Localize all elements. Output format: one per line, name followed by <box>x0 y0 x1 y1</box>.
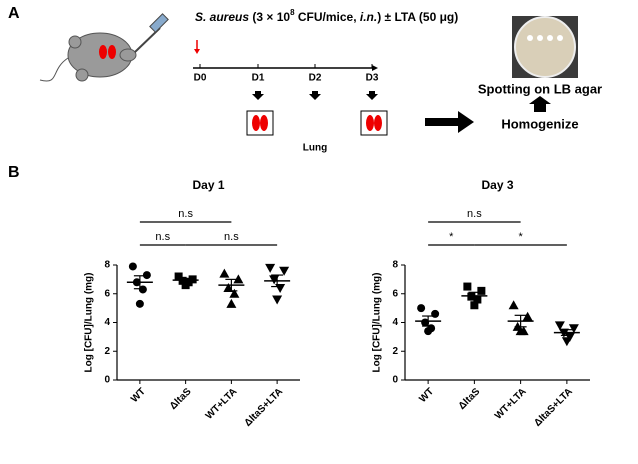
up-arrow <box>529 96 551 112</box>
lung-icon <box>252 115 260 131</box>
text-part: i.n. <box>360 10 377 24</box>
y-tick-label: 4 <box>392 317 398 328</box>
panel-label: A <box>8 5 20 22</box>
point <box>424 327 433 336</box>
text-part: S. aureus <box>195 10 249 24</box>
y-tick-label: 8 <box>104 260 110 271</box>
x-tick-label: ΔltaS+LTA <box>532 386 575 429</box>
point <box>463 282 472 291</box>
point <box>233 274 244 284</box>
point <box>522 311 533 321</box>
text-part: 8 <box>290 8 295 17</box>
treatment-text: S. aureus (3 × 108 CFU/mice, i.n.) ± LTA… <box>195 8 458 24</box>
day-label: D3 <box>366 73 379 84</box>
down-arrow <box>366 91 378 100</box>
point <box>219 268 230 278</box>
day-label: D0 <box>194 73 207 84</box>
lung-icon <box>366 115 374 131</box>
text-part: (3 × 10 <box>249 10 290 24</box>
point <box>508 300 519 310</box>
significance-label: * <box>449 231 454 243</box>
chart-title: Day 1 <box>192 178 224 192</box>
point <box>417 304 426 313</box>
point <box>470 301 479 310</box>
x-tick-label: ΔltaS <box>457 386 483 412</box>
mouse-icon <box>39 13 169 82</box>
point <box>568 324 579 334</box>
point <box>554 321 565 331</box>
point <box>174 272 183 281</box>
step-label: Homogenize <box>501 116 578 131</box>
significance-label: n.s <box>467 208 482 220</box>
organ-label: Lung <box>303 143 327 154</box>
down-arrow <box>252 91 264 100</box>
point <box>272 295 283 305</box>
day-label: D1 <box>252 73 265 84</box>
point <box>181 281 190 290</box>
x-tick-label: ΔltaS+LTA <box>242 386 285 429</box>
day-label: D2 <box>309 73 322 84</box>
panel-label: B <box>8 164 20 181</box>
y-tick-label: 2 <box>392 346 398 357</box>
significance-label: n.s <box>224 231 239 243</box>
text-part: CFU/mice, <box>295 10 360 24</box>
x-tick-label: WT+LTA <box>204 386 240 422</box>
step-label: Spotting on LB agar <box>478 81 602 96</box>
x-tick-label: WT <box>129 386 148 405</box>
point <box>138 285 147 294</box>
point <box>515 326 526 336</box>
significance-label: n.s <box>155 231 170 243</box>
x-tick-label: ΔltaS <box>168 386 194 412</box>
point <box>431 309 440 318</box>
y-axis-label: Log [CFU]/Lung (mg) <box>372 273 383 373</box>
x-tick-label: WT <box>417 386 436 405</box>
point <box>142 271 151 280</box>
point <box>226 298 237 308</box>
down-arrow <box>309 91 321 100</box>
point <box>265 263 276 273</box>
point <box>561 337 572 347</box>
point <box>477 286 486 295</box>
point <box>135 299 144 308</box>
x-tick-label: WT+LTA <box>493 386 529 422</box>
point <box>229 288 240 298</box>
y-tick-label: 6 <box>392 288 398 299</box>
chart-title: Day 3 <box>481 178 513 192</box>
y-tick-label: 2 <box>104 346 110 357</box>
lung-icon <box>374 115 382 131</box>
y-tick-label: 0 <box>392 375 398 386</box>
y-tick-label: 0 <box>104 375 110 386</box>
point <box>279 266 290 276</box>
y-tick-label: 6 <box>104 288 110 299</box>
significance-label: n.s <box>178 208 193 220</box>
text-part: ) ± LTA (50 μg) <box>377 10 458 24</box>
timeline-arrowhead <box>372 65 378 71</box>
big-arrow <box>425 111 474 133</box>
lung-icon <box>260 115 268 131</box>
red-arrowhead <box>194 49 200 54</box>
point <box>128 262 137 271</box>
petri-dish <box>512 16 578 78</box>
y-tick-label: 8 <box>392 260 398 271</box>
significance-label: * <box>518 231 523 243</box>
y-axis-label: Log [CFU]/Lung (mg) <box>84 273 95 373</box>
y-tick-label: 4 <box>104 317 110 328</box>
